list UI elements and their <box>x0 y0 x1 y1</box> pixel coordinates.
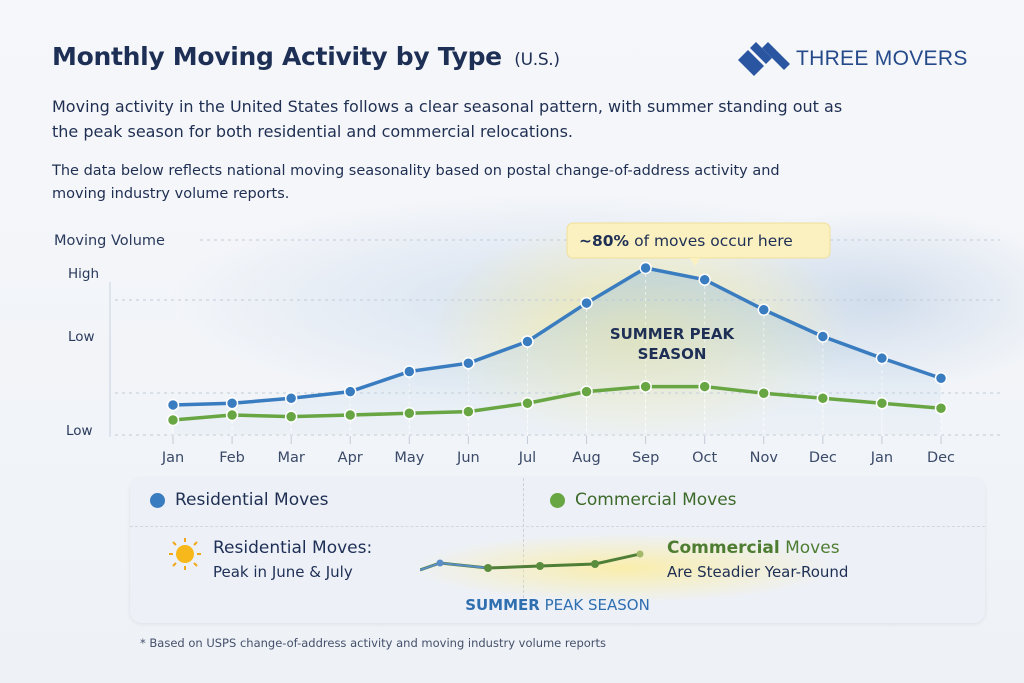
y-axis-label: Moving Volume <box>54 233 165 249</box>
residential-point <box>343 385 357 398</box>
mini-trend-line <box>420 550 644 572</box>
logo: THREE MOVERS <box>738 42 968 76</box>
y-tick-label: Low <box>66 423 93 439</box>
season-rest: PEAK SEASON <box>544 596 650 614</box>
callout-text: ~80% of moves occur here <box>579 232 793 250</box>
x-tick-label: May <box>394 450 424 466</box>
commercial-point <box>343 408 357 422</box>
commercial-line <box>172 384 942 422</box>
commercial-note-rest: Moves <box>785 538 840 558</box>
x-tick-label: Aug <box>572 450 600 466</box>
commercial-point <box>521 397 534 410</box>
x-tick-label: Nov <box>750 450 779 466</box>
commercial-note-bold: Commercial <box>667 538 780 558</box>
commercial-point <box>934 402 948 415</box>
residential-point <box>816 330 830 343</box>
x-tick-label: Feb <box>219 450 245 466</box>
intro-text: Moving activity in the United States fol… <box>52 97 843 141</box>
commercial-point <box>166 413 180 427</box>
residential-point <box>757 303 771 316</box>
season-bold: SUMMER <box>465 596 540 614</box>
legend: Residential Moves Commercial Moves Resid… <box>130 478 985 623</box>
residential-note-sub: Peak in June & July <box>213 563 353 581</box>
x-tick-label: Apr <box>338 450 363 466</box>
peak-label: SUMMER PEAK <box>610 325 736 343</box>
legend-label: Commercial Moves <box>575 490 737 510</box>
commercial-note: Commercial Moves Are Steadier Year-Round <box>667 538 848 581</box>
sun-icon <box>169 538 201 570</box>
residential-point <box>284 392 298 405</box>
commercial-point <box>757 387 771 400</box>
page-title: Monthly Moving Activity by Type (U.S.) <box>52 42 560 71</box>
callout-rest: of moves occur here <box>634 232 793 250</box>
residential-point <box>580 296 593 310</box>
commercial-point <box>875 397 889 410</box>
residential-point <box>639 261 652 275</box>
residential-point <box>875 351 889 365</box>
x-tick-label: Dec <box>809 450 837 466</box>
series-group <box>166 261 948 435</box>
x-tick-label: Sep <box>632 450 659 466</box>
y-tick-label: High <box>68 266 99 282</box>
residential-point <box>462 356 475 370</box>
residential-point <box>521 335 534 348</box>
x-axis: Jan Feb Mar Apr May Jun Jul Aug Sep Oct Nov Dec Jan D… <box>161 436 955 466</box>
residential-note: Residential Moves: Peak in June & July <box>165 538 372 581</box>
legend-item-commercial: Commercial Moves <box>550 490 737 510</box>
commercial-point <box>639 380 652 393</box>
commercial-note-sub: Are Steadier Year-Round <box>667 563 849 581</box>
residential-line <box>172 266 942 407</box>
x-tick-label: Mar <box>277 450 304 466</box>
commercial-dot-icon <box>550 492 565 508</box>
logo-text: THREE MOVERS <box>796 47 968 70</box>
residential-area-fill <box>173 268 941 435</box>
commercial-point <box>580 385 593 398</box>
peak-label: SEASON <box>638 345 707 363</box>
x-tick-label: Jul <box>518 450 537 466</box>
residential-point <box>698 273 711 286</box>
commercial-point <box>284 410 298 423</box>
residential-area <box>173 268 941 435</box>
x-tick-label: Jun <box>456 450 480 466</box>
commercial-point <box>462 405 475 418</box>
title-suffix: (U.S.) <box>514 50 560 70</box>
x-tick-label: Jan <box>870 450 893 466</box>
legend-item-residential: Residential Moves <box>150 490 329 510</box>
residential-note-title: Residential Moves: <box>213 538 373 558</box>
title-text: Monthly Moving Activity by Type <box>52 42 502 71</box>
residential-point <box>934 371 948 385</box>
y-tick-label: Low <box>68 329 95 345</box>
callout-pointer <box>690 258 700 266</box>
season-label: SUMMER PEAK SEASON <box>130 596 985 614</box>
commercial-point <box>698 380 711 393</box>
residential-point <box>403 365 416 378</box>
residential-point <box>166 398 180 412</box>
divider <box>130 526 985 527</box>
commercial-point <box>403 407 416 420</box>
x-tick-label: Dec <box>927 450 955 466</box>
x-tick-label: Oct <box>692 450 717 466</box>
residential-dot-icon <box>150 492 165 508</box>
commercial-point <box>816 392 830 405</box>
commercial-point <box>225 408 239 422</box>
data-note: The data below reflects national moving … <box>52 163 780 202</box>
callout: ~80% of moves occur here <box>566 222 831 266</box>
callout-bold: ~80% <box>579 232 630 250</box>
residential-point <box>225 397 239 410</box>
footnote: * Based on USPS change-of-address activi… <box>140 636 607 650</box>
logo-icon <box>738 42 790 76</box>
legend-label: Residential Moves <box>175 490 329 510</box>
x-tick-label: Jan <box>161 450 184 466</box>
